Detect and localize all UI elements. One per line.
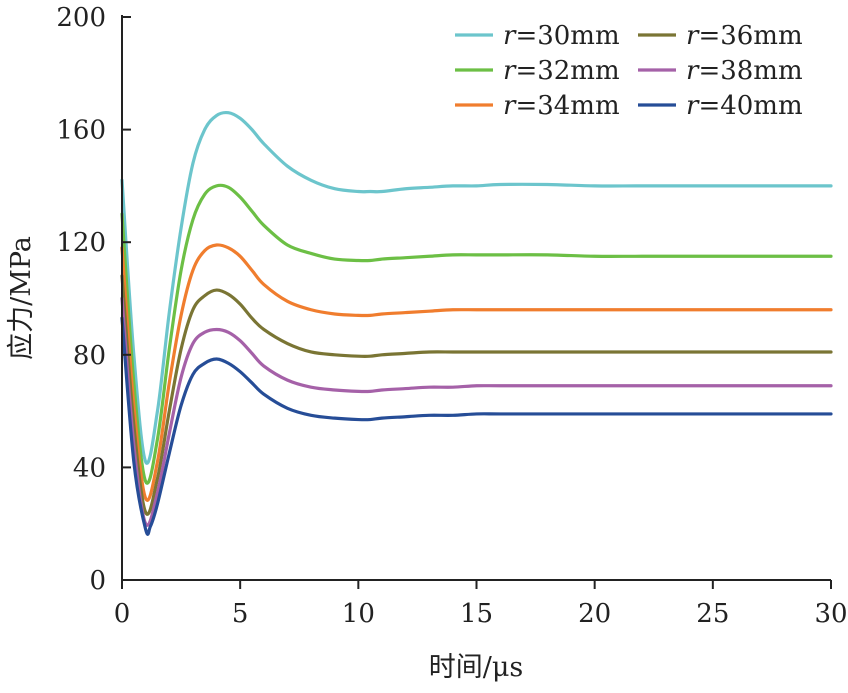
legend-value: =32mm <box>515 56 619 86</box>
series-line-4 <box>120 274 833 516</box>
legend-label-3: r=34mm <box>503 91 620 121</box>
x-tick-label: 10 <box>342 599 375 629</box>
x-axis-title: 时间/μs <box>429 652 524 683</box>
y-tick-label: 0 <box>89 566 106 596</box>
y-tick-label: 160 <box>56 116 106 146</box>
series-line-5 <box>120 296 833 527</box>
legend-variable: r <box>503 56 517 86</box>
y-axis-title: 应力/MPa <box>6 236 37 360</box>
x-tick-label: 15 <box>460 599 493 629</box>
legend-label-4: r=36mm <box>686 21 803 51</box>
series-line-1 <box>120 110 833 465</box>
legend-variable: r <box>686 91 700 121</box>
legend-label-6: r=40mm <box>686 91 803 121</box>
series-line-6 <box>120 316 833 536</box>
legend-variable: r <box>686 56 700 86</box>
legend-value: =38mm <box>698 56 802 86</box>
y-tick-label: 40 <box>73 453 106 483</box>
legend-value: =36mm <box>698 21 802 51</box>
y-tick-label: 200 <box>56 3 106 33</box>
legend-value: =34mm <box>515 91 619 121</box>
legend-variable: r <box>686 21 700 51</box>
legend-value: =30mm <box>515 21 619 51</box>
x-tick-label: 0 <box>114 599 131 629</box>
x-tick-label: 25 <box>696 599 729 629</box>
plot-lines <box>120 110 833 536</box>
y-tick-label: 80 <box>73 341 106 371</box>
legend-variable: r <box>503 21 517 51</box>
x-tick-label: 5 <box>232 599 249 629</box>
series-line-2 <box>120 183 833 485</box>
x-tick-label: 20 <box>578 599 611 629</box>
legend-variable: r <box>503 91 517 121</box>
legend-label-2: r=32mm <box>503 56 620 86</box>
series-line-3 <box>120 243 833 502</box>
y-tick-label: 120 <box>56 228 106 258</box>
legend-label-1: r=30mm <box>503 21 620 51</box>
legend-value: =40mm <box>698 91 802 121</box>
legend-label-5: r=38mm <box>686 56 803 86</box>
axes: 0 5 10 15 20 25 30 0 40 80 120 160 200 <box>56 3 847 629</box>
x-tick-label: 30 <box>814 599 847 629</box>
